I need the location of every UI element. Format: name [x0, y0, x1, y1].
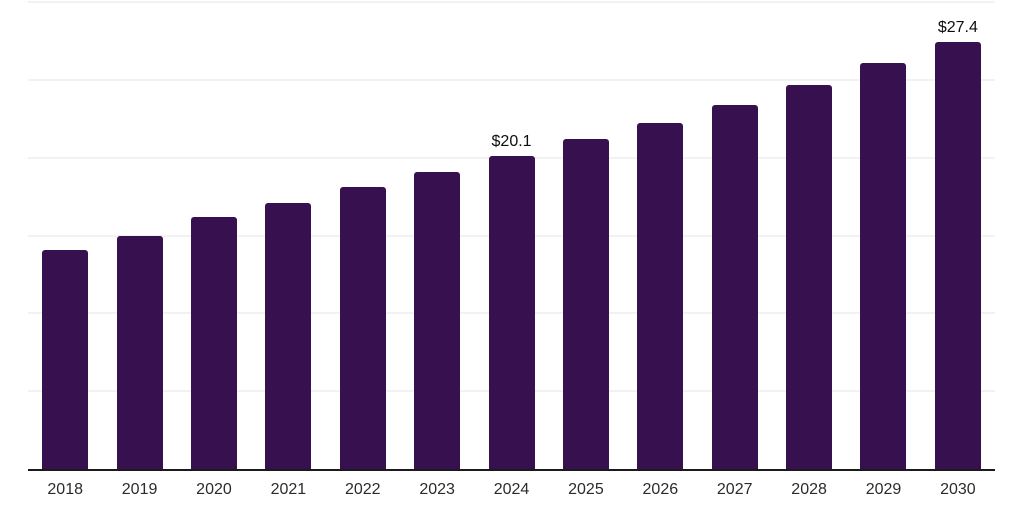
- bar-2019: [116, 235, 163, 469]
- x-tick-label-2027: 2027: [716, 481, 753, 498]
- x-tick-label-2019: 2019: [121, 481, 158, 498]
- plot-area: $20.1 $27.4: [28, 1, 995, 471]
- bar-slot-2030: $27.4: [921, 2, 995, 469]
- x-tick-label-2018: 2018: [47, 481, 83, 498]
- bars-container: $20.1 $27.4: [28, 2, 995, 469]
- bar-2028: [786, 84, 833, 469]
- bar-slot-2029: [846, 2, 920, 469]
- bar-slot-2019: [102, 2, 176, 469]
- bar-2025: [562, 139, 609, 469]
- bar-slot-2024: $20.1: [474, 2, 548, 469]
- gridline-30: [28, 1, 995, 3]
- bar-2018: [42, 249, 89, 469]
- bar-2021: [265, 202, 312, 469]
- bar-slot-2026: [623, 2, 697, 469]
- x-tick-label-2029: 2029: [865, 481, 902, 498]
- data-label-2030: $27.4: [937, 19, 978, 37]
- bar-slot-2018: [28, 2, 102, 469]
- x-tick-label-2026: 2026: [642, 481, 679, 498]
- data-label-2024: $20.1: [491, 133, 532, 151]
- x-tick-label-2023: 2023: [419, 481, 455, 498]
- x-tick-label-2030: 2030: [940, 481, 976, 498]
- bar-slot-2022: [326, 2, 400, 469]
- bar-2020: [190, 216, 237, 469]
- x-tick-label-2025: 2025: [568, 481, 604, 498]
- bar-2030: [934, 42, 981, 469]
- bar-2024: [488, 156, 535, 469]
- bar-slot-2025: [549, 2, 623, 469]
- bar-slot-2020: [177, 2, 251, 469]
- bar-slot-2027: [698, 2, 772, 469]
- bar-2027: [711, 104, 758, 469]
- bar-2029: [860, 62, 907, 469]
- x-tick-label-2020: 2020: [196, 481, 232, 498]
- bar-2026: [637, 123, 684, 469]
- x-axis-labels: 2018 2019 2020 2021 2022 2023 2024 2025 2026 2027…: [28, 481, 995, 499]
- x-tick-label-2028: 2028: [791, 481, 827, 498]
- bar-slot-2023: [400, 2, 474, 469]
- bar-2022: [339, 187, 386, 469]
- gridline-25: [28, 78, 995, 81]
- bar-2023: [414, 171, 461, 469]
- x-tick-label-2022: 2022: [344, 481, 381, 498]
- bar-slot-2028: [772, 2, 846, 469]
- x-tick-label-2024: 2024: [493, 481, 530, 498]
- bar-slot-2021: [251, 2, 325, 469]
- x-tick-label-2021: 2021: [270, 481, 307, 498]
